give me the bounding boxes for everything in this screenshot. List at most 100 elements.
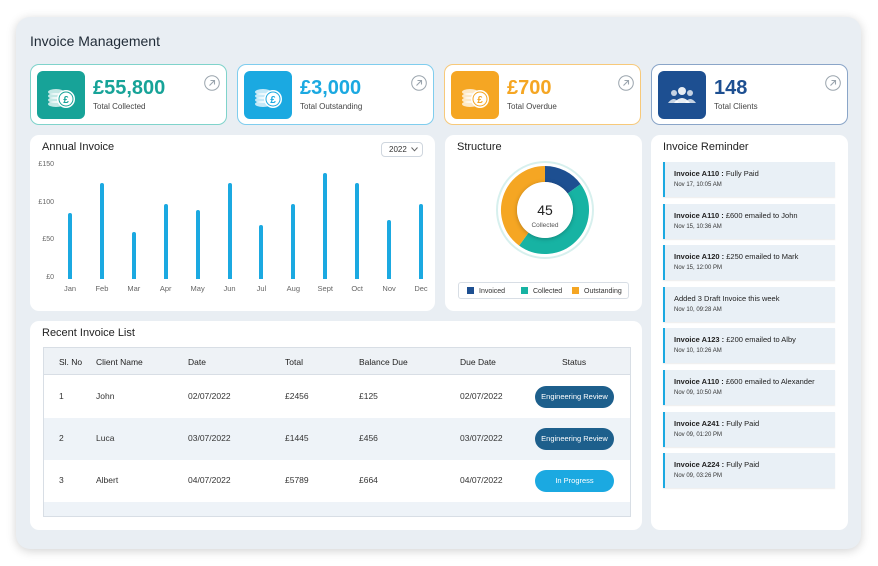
reminder-item[interactable]: Invoice A110 : Fully Paid Nov 17, 10:05 A…: [663, 162, 835, 197]
structure-donut-chart: 45 Collected: [496, 161, 594, 259]
bar-feb[interactable]: [99, 183, 104, 279]
stat-card-overdue[interactable]: £ £700 Total Overdue: [444, 64, 641, 125]
stat-label: Total Collected: [93, 102, 146, 111]
reminder-time: Nov 09, 10:50 AM: [674, 390, 722, 396]
chevron-down-icon: [411, 147, 418, 152]
structure-title: Structure: [457, 141, 502, 153]
y-tick-label: £150: [38, 161, 54, 168]
x-tick-label: Mar: [127, 284, 141, 293]
bar-nov[interactable]: [387, 220, 392, 279]
bar-dec[interactable]: [419, 203, 423, 279]
reminder-message: £200 emailed to Alby: [724, 335, 796, 345]
reminder-text: Invoice A123 : £200 emailed to Alby: [674, 335, 796, 344]
coins-pound-icon: £: [244, 71, 292, 119]
x-tick-label: Nov: [382, 284, 396, 293]
y-tick-label: £0: [46, 274, 54, 281]
bar-mar[interactable]: [131, 231, 136, 279]
app-frame: Invoice Management £ £55,800 Total Colle…: [16, 17, 861, 549]
cell-due: 04/07/2022: [460, 475, 503, 485]
donut-hole: [517, 182, 573, 238]
stat-card-clients[interactable]: 148 Total Clients: [651, 64, 848, 125]
reminder-item[interactable]: Invoice A123 : £200 emailed to Alby Nov 1…: [663, 328, 835, 364]
stat-value: £700: [507, 77, 552, 99]
reminder-time: Nov 15, 10:36 AM: [674, 223, 722, 230]
reminder-message: £600 emailed to John: [723, 210, 798, 220]
cell-date: 02/07/2022: [188, 391, 231, 401]
reminder-text: Invoice A224 : Fully Paid: [674, 460, 759, 469]
reminder-item[interactable]: Invoice A110 : £600 emailed to John Nov 1…: [663, 203, 835, 239]
donut-outer-ring: [496, 161, 594, 259]
y-tick-label: £50: [42, 236, 54, 244]
bar-jan[interactable]: [68, 212, 72, 279]
reminder-text: Added 3 Draft Invoice this week: [674, 294, 779, 303]
cell-total: £5789: [285, 475, 309, 485]
x-tick-label: Jun: [223, 284, 236, 293]
x-tick-label: Aug: [286, 284, 301, 293]
reminder-invoice-id: Invoice A123 :: [674, 335, 725, 345]
x-tick-label: Dec: [414, 284, 428, 293]
reminder-message: Added 3 Draft Invoice this week: [674, 293, 780, 303]
x-tick-label: Jul: [256, 284, 267, 293]
year-select-value: 2022: [389, 145, 407, 154]
arrow-up-right-icon[interactable]: [825, 75, 841, 91]
stat-card-collected[interactable]: £ £55,800 Total Collected: [30, 64, 227, 125]
cell-due: 02/07/2022: [460, 391, 503, 401]
reminder-item[interactable]: Invoice A110 : £600 emailed to Alexander…: [663, 370, 835, 405]
reminder-item[interactable]: Invoice A120 : £250 emailed to Mark Nov 1…: [663, 245, 835, 281]
invoice-reminder-title: Invoice Reminder: [663, 141, 749, 153]
structure-card: Structure 45 Collected Invoiced Collecte…: [445, 135, 642, 311]
legend-item-collected: Collected: [521, 287, 562, 295]
invoice-table: Sl. No Client Name Date Total Balance Du…: [43, 347, 631, 517]
table-header: Sl. No Client Name Date Total Balance Du…: [44, 348, 630, 375]
reminder-invoice-id: Invoice A110 :: [674, 169, 724, 178]
arrow-up-right-icon[interactable]: [411, 75, 427, 91]
cell-total: £1445: [285, 433, 309, 443]
bar-jun[interactable]: [227, 183, 232, 279]
recent-invoice-title: Recent Invoice List: [42, 327, 135, 339]
cell-no: 2: [59, 433, 64, 443]
x-tick-label: Feb: [95, 284, 109, 293]
reminder-time: Nov 10, 10:26 AM: [674, 348, 722, 355]
reminder-text: Invoice A110 : £600 emailed to Alexander: [674, 377, 815, 386]
stat-card-outstanding[interactable]: £ £3,000 Total Outstanding: [237, 64, 434, 125]
recent-invoice-card: Recent Invoice List Sl. No Client Name D…: [30, 321, 642, 530]
reminder-invoice-id: Invoice A110 :: [674, 377, 724, 386]
bar-may[interactable]: [195, 210, 200, 279]
cell-date: 03/07/2022: [188, 433, 231, 443]
reminder-invoice-id: Invoice A110 :: [674, 210, 724, 220]
col-client-name: Client Name: [96, 357, 143, 367]
x-tick-label: Jan: [63, 284, 77, 293]
cell-balance: £456: [359, 433, 378, 443]
reminder-item[interactable]: Added 3 Draft Invoice this week Nov 10, 0…: [663, 286, 835, 322]
arrow-up-right-icon[interactable]: [204, 75, 220, 91]
reminder-text: Invoice A110 : Fully Paid: [674, 169, 759, 178]
reminder-item[interactable]: Invoice A241 : Fully Paid Nov 09, 01:20 P…: [663, 411, 835, 447]
bar-aug[interactable]: [291, 203, 296, 279]
status-badge[interactable]: Engineering Review: [535, 386, 614, 408]
table-row[interactable]: 1 John 02/07/2022 £2456 £125 02/07/2022 Engine…: [44, 376, 630, 418]
structure-legend: Invoiced Collected Outstanding: [458, 282, 629, 299]
reminder-message: Fully Paid: [724, 418, 760, 428]
table-row[interactable]: 3 Albert 04/07/2022 £5789 £664 04/07/2022 In P…: [44, 460, 630, 502]
donut-center-value: 45: [537, 202, 553, 218]
donut-slice-outstanding[interactable]: [501, 166, 546, 246]
table-row[interactable]: 2 Luca 03/07/2022 £1445 £456 03/07/2022 Engine…: [44, 418, 630, 460]
bar-jul[interactable]: [259, 224, 264, 279]
reminder-item[interactable]: Invoice A224 : Fully Paid Nov 09, 03:26 P…: [663, 453, 835, 489]
svg-text:£: £: [63, 95, 69, 106]
reminder-invoice-id: Invoice A224 :: [674, 460, 725, 470]
bar-oct[interactable]: [355, 183, 360, 279]
arrow-up-right-icon[interactable]: [618, 75, 634, 91]
bar-apr[interactable]: [163, 203, 168, 279]
status-badge[interactable]: In Progress: [535, 470, 614, 492]
status-badge[interactable]: Engineering Review: [535, 428, 614, 450]
col-balance-due: Balance Due: [359, 357, 408, 367]
invoice-reminder-card: Invoice Reminder Invoice A110 : Fully Pa…: [651, 135, 848, 530]
table-empty-row: [44, 502, 630, 516]
year-select[interactable]: 2022: [381, 142, 423, 157]
reminder-message: £600 emailed to Alexander: [723, 377, 815, 386]
donut-slice-collected[interactable]: [519, 184, 589, 254]
bar-sept[interactable]: [323, 172, 328, 279]
cell-client: Albert: [96, 475, 119, 485]
donut-slice-invoiced[interactable]: [544, 166, 581, 194]
